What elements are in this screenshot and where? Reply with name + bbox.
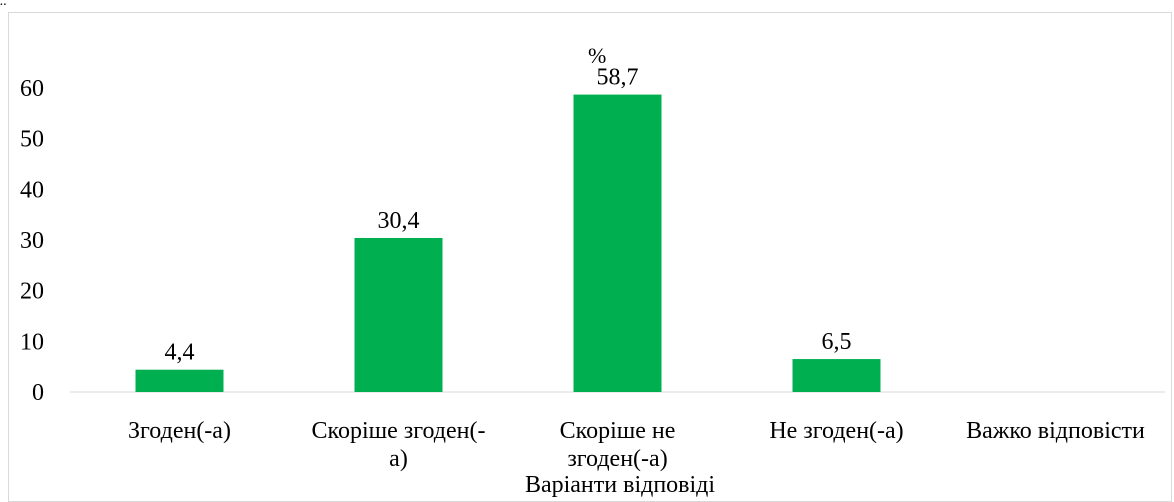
x-category-label: Скоріше не згоден(-а)	[560, 418, 676, 472]
top-text-fragment: ..	[0, 0, 7, 9]
y-tick-label: 60	[20, 76, 44, 102]
data-label: 6,5	[822, 329, 852, 355]
data-label: 30,4	[378, 208, 420, 234]
bar	[135, 369, 224, 392]
x-axis-title: Варіанти відповіді	[525, 472, 715, 497]
y-axis-unit-label: %	[588, 43, 606, 68]
data-label: 4,4	[165, 340, 195, 366]
bar	[573, 94, 662, 392]
x-category-label: Не згоден(-а)	[769, 418, 903, 444]
x-category-label: Важко відповісти	[966, 418, 1145, 444]
y-tick-label: 30	[20, 228, 44, 254]
y-tick-label: 20	[20, 279, 44, 305]
data-label: 58,7	[597, 65, 639, 91]
bar	[792, 359, 881, 392]
y-tick-label: 40	[20, 177, 44, 203]
y-tick-label: 0	[32, 380, 44, 406]
x-category-label: Згоден(-а)	[128, 418, 231, 444]
bar	[354, 237, 443, 392]
x-category-label: Скоріше згоден(-а)	[312, 418, 486, 472]
y-tick-label: 50	[20, 127, 44, 153]
y-tick-label: 10	[20, 329, 44, 355]
